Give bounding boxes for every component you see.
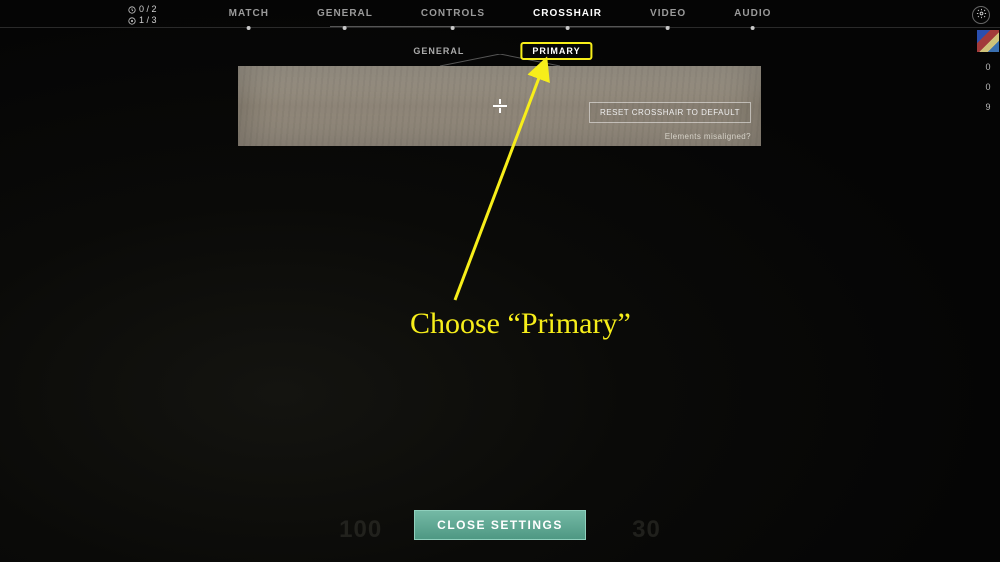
tab-controls-label: CONTROLS (421, 8, 485, 19)
tab-video[interactable]: VIDEO (626, 8, 710, 19)
tab-connector-line (330, 26, 670, 27)
tab-dot (666, 26, 670, 30)
tab-dot (451, 26, 455, 30)
reset-crosshair-label: RESET CROSSHAIR TO DEFAULT (600, 108, 740, 117)
elements-misaligned-label: Elements misaligned? (665, 132, 751, 141)
sidebar-value-2: 9 (985, 102, 990, 112)
target-icon (128, 17, 136, 25)
tab-general[interactable]: GENERAL (293, 8, 397, 19)
tab-audio[interactable]: AUDIO (710, 8, 795, 19)
tab-video-label: VIDEO (650, 8, 686, 19)
close-settings-label: CLOSE SETTINGS (437, 518, 563, 532)
settings-gear-button[interactable] (972, 6, 990, 24)
main-tabs: MATCH GENERAL CONTROLS CROSSHAIR VIDEO A… (205, 8, 796, 19)
tab-dot (566, 26, 570, 30)
faint-hud-right: 30 (632, 516, 661, 544)
crosshair-preview (493, 99, 507, 113)
sub-tabs: GENERAL PRIMARY (407, 42, 592, 60)
score-top: 0 / 2 (139, 4, 157, 15)
sidebar-value-1: 0 (985, 82, 990, 92)
elements-misaligned-link[interactable]: Elements misaligned? (665, 132, 751, 141)
reset-crosshair-button[interactable]: RESET CROSSHAIR TO DEFAULT (589, 102, 751, 123)
tab-crosshair[interactable]: CROSSHAIR (509, 8, 626, 19)
round-score: 0 / 2 1 / 3 (128, 4, 157, 26)
tab-crosshair-label: CROSSHAIR (533, 8, 602, 19)
clock-icon (128, 6, 136, 14)
tab-dot (343, 26, 347, 30)
score-bottom: 1 / 3 (139, 15, 157, 26)
subtab-primary-label: PRIMARY (532, 46, 580, 56)
subtab-general-label: GENERAL (413, 46, 464, 56)
tab-dot (247, 26, 251, 30)
tab-audio-label: AUDIO (734, 8, 771, 19)
tab-match-label: MATCH (229, 8, 269, 19)
subtab-primary[interactable]: PRIMARY (520, 42, 592, 60)
faint-hud-left: 100 (339, 516, 382, 544)
crosshair-preview-panel: RESET CROSSHAIR TO DEFAULT Elements misa… (238, 66, 761, 146)
tab-controls[interactable]: CONTROLS (397, 8, 509, 19)
tab-dot (751, 26, 755, 30)
tab-general-label: GENERAL (317, 8, 373, 19)
avatar[interactable] (977, 30, 999, 52)
sidebar-value-0: 0 (985, 62, 990, 72)
right-sidebar: 0 0 9 (976, 30, 1000, 112)
top-bar: 0 / 2 1 / 3 MATCH GENERAL CONTROLS CROSS… (0, 0, 1000, 28)
subtab-general[interactable]: GENERAL (407, 44, 470, 58)
gear-icon (976, 6, 987, 24)
tab-match[interactable]: MATCH (205, 8, 293, 19)
close-settings-button[interactable]: CLOSE SETTINGS (414, 510, 586, 540)
